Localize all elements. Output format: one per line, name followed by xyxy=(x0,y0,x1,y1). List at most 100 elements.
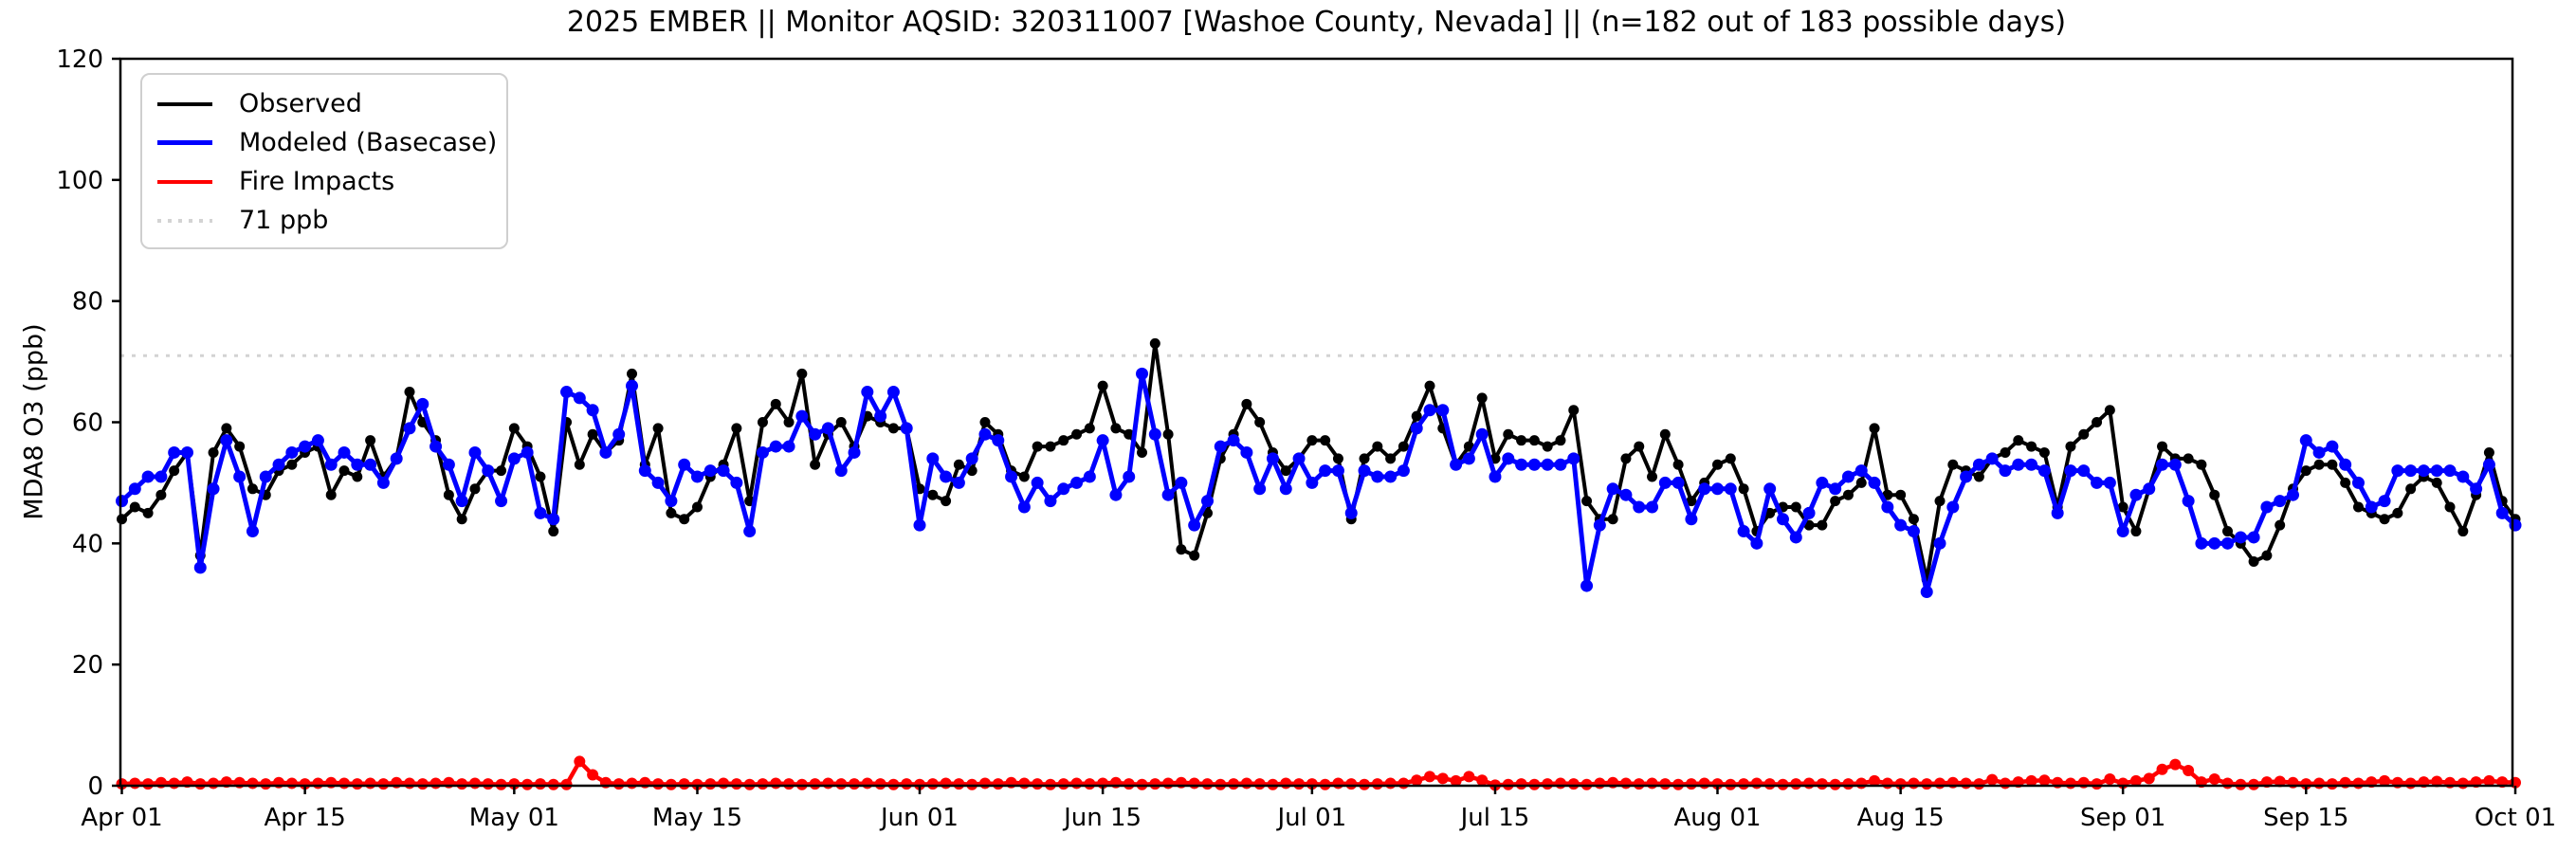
data-point xyxy=(1515,458,1528,471)
data-point xyxy=(2208,536,2221,550)
data-point xyxy=(1032,441,1043,452)
data-point xyxy=(835,417,847,427)
data-point xyxy=(534,506,547,519)
data-point xyxy=(1319,464,1332,478)
data-point xyxy=(940,470,953,483)
data-point xyxy=(2495,506,2509,519)
data-point xyxy=(1175,476,1188,489)
data-point xyxy=(403,777,415,789)
data-point xyxy=(142,507,154,518)
data-point xyxy=(1411,774,1423,787)
data-point xyxy=(1555,435,1566,446)
data-point xyxy=(1658,476,1672,489)
data-point xyxy=(1070,476,1084,489)
data-point xyxy=(1881,500,1894,514)
data-point xyxy=(703,464,717,478)
data-point xyxy=(1619,777,1632,789)
data-point xyxy=(1018,777,1031,789)
data-point xyxy=(665,778,677,790)
data-point xyxy=(338,465,350,477)
data-point xyxy=(992,434,1005,447)
data-point xyxy=(821,422,834,435)
data-point xyxy=(1541,458,1554,471)
data-point xyxy=(2077,464,2091,478)
data-point xyxy=(1842,489,1854,500)
data-point xyxy=(534,778,546,790)
data-point xyxy=(1384,470,1398,483)
data-point xyxy=(364,777,376,789)
legend: Observed Modeled (Basecase) Fire Impacts… xyxy=(140,73,508,249)
y-tick-label: 80 xyxy=(72,288,103,317)
data-point xyxy=(678,778,690,790)
data-point xyxy=(1647,471,1658,482)
data-point xyxy=(848,445,861,459)
data-point xyxy=(874,778,886,790)
data-point xyxy=(1110,423,1122,434)
data-point xyxy=(469,483,481,495)
data-point xyxy=(272,458,285,471)
data-point xyxy=(1672,476,1685,489)
data-point xyxy=(1803,777,1816,789)
data-point xyxy=(599,445,612,459)
data-point xyxy=(1581,496,1593,507)
data-point xyxy=(1554,458,1567,471)
data-point xyxy=(2430,464,2443,478)
data-point xyxy=(835,778,848,790)
data-point xyxy=(1319,778,1331,790)
data-point xyxy=(2038,774,2051,787)
data-point xyxy=(1136,367,1149,380)
y-axis: 0 20 40 60 80 100 120 xyxy=(56,45,120,801)
data-point xyxy=(1096,434,1109,447)
data-point xyxy=(2509,518,2522,532)
data-point xyxy=(1320,435,1331,446)
data-point xyxy=(2444,501,2456,513)
y-tick-label: 120 xyxy=(56,45,103,74)
data-point xyxy=(2156,763,2168,775)
data-point xyxy=(2143,772,2155,785)
x-tick-label: May 15 xyxy=(652,804,742,832)
data-point xyxy=(403,422,416,435)
data-point xyxy=(521,778,534,790)
data-point xyxy=(2091,476,2104,489)
data-point xyxy=(1384,777,1397,789)
data-point xyxy=(1686,496,1697,507)
data-point xyxy=(2221,777,2234,789)
data-point xyxy=(312,777,324,789)
data-point xyxy=(2326,778,2338,790)
data-point xyxy=(743,525,757,538)
data-point xyxy=(2183,453,2194,464)
data-point xyxy=(1934,777,1946,789)
data-point xyxy=(168,777,180,789)
data-point xyxy=(901,778,913,790)
data-point xyxy=(2209,489,2220,500)
data-point xyxy=(1633,778,1645,790)
data-point xyxy=(1109,488,1123,501)
data-point xyxy=(2103,476,2116,489)
data-point xyxy=(2379,774,2391,787)
data-point xyxy=(690,470,703,483)
data-point xyxy=(2443,464,2457,478)
data-point xyxy=(2196,459,2207,470)
data-point xyxy=(2038,446,2050,458)
data-point xyxy=(495,778,507,790)
data-point xyxy=(2157,441,2168,452)
data-point xyxy=(455,495,468,508)
data-point xyxy=(1567,778,1580,790)
data-point xyxy=(1176,544,1187,555)
data-point xyxy=(468,445,482,459)
data-point xyxy=(246,525,259,538)
data-point xyxy=(1410,422,1423,435)
data-point xyxy=(1436,404,1450,417)
data-point xyxy=(180,445,193,459)
data-point xyxy=(325,489,337,500)
data-point xyxy=(1646,500,1659,514)
data-point xyxy=(1436,772,1449,785)
data-point xyxy=(1580,579,1594,592)
data-point xyxy=(429,777,442,789)
data-point xyxy=(795,409,809,423)
x-tick-label: Aug 15 xyxy=(1857,804,1945,832)
data-point xyxy=(783,778,795,790)
data-point xyxy=(2470,482,2483,496)
data-point xyxy=(1463,771,1475,783)
data-point xyxy=(141,470,155,483)
